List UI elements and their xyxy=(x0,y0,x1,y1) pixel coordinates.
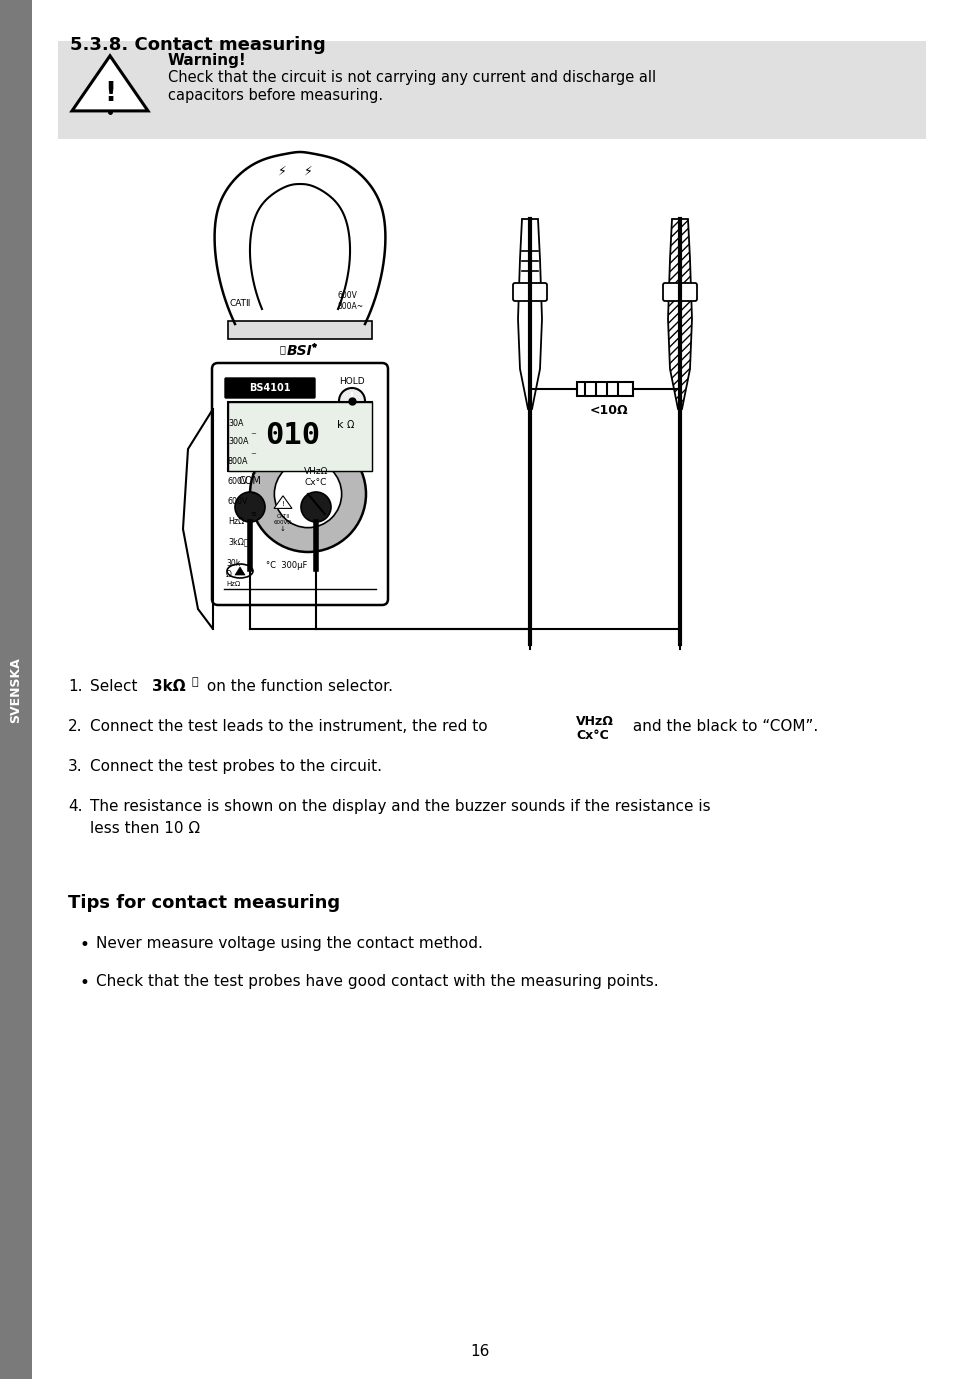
Text: 600VΩ: 600VΩ xyxy=(274,520,292,525)
Ellipse shape xyxy=(227,564,253,578)
Text: 30k
Ω: 30k Ω xyxy=(226,560,240,579)
Polygon shape xyxy=(235,567,245,575)
Text: 1.: 1. xyxy=(68,678,83,694)
FancyBboxPatch shape xyxy=(663,283,697,301)
Text: on the function selector.: on the function selector. xyxy=(202,678,393,694)
Text: ⚡: ⚡ xyxy=(303,164,312,178)
Text: Check that the test probes have good contact with the measuring points.: Check that the test probes have good con… xyxy=(96,974,659,989)
FancyBboxPatch shape xyxy=(577,382,633,396)
FancyBboxPatch shape xyxy=(212,363,388,605)
Text: Tips for contact measuring: Tips for contact measuring xyxy=(68,894,340,912)
Text: k: k xyxy=(337,419,344,430)
Text: ~: ~ xyxy=(250,472,256,477)
FancyBboxPatch shape xyxy=(58,41,926,139)
Text: •: • xyxy=(80,936,90,954)
Text: less then 10 Ω: less then 10 Ω xyxy=(90,821,200,836)
Text: 600V: 600V xyxy=(228,498,249,506)
Text: HOLD: HOLD xyxy=(339,376,365,386)
Text: ~: ~ xyxy=(250,451,256,456)
Circle shape xyxy=(235,492,265,523)
Text: Connect the test probes to the circuit.: Connect the test probes to the circuit. xyxy=(90,758,382,774)
Text: 30A: 30A xyxy=(228,419,244,429)
Text: 600V: 600V xyxy=(228,477,249,487)
FancyBboxPatch shape xyxy=(0,0,32,1379)
Text: BSI: BSI xyxy=(287,343,313,359)
Text: <10Ω: <10Ω xyxy=(590,404,629,418)
Text: ~: ~ xyxy=(250,432,256,437)
Circle shape xyxy=(339,387,365,414)
Text: ↓: ↓ xyxy=(280,525,286,532)
Text: 800A: 800A xyxy=(228,458,249,466)
Text: Connect the test leads to the instrument, the red to: Connect the test leads to the instrument… xyxy=(90,718,492,734)
Text: BS4101: BS4101 xyxy=(250,383,291,393)
Text: Select: Select xyxy=(90,678,142,694)
Text: Never measure voltage using the contact method.: Never measure voltage using the contact … xyxy=(96,936,483,952)
Text: and the black to “COM”.: and the black to “COM”. xyxy=(628,718,818,734)
FancyBboxPatch shape xyxy=(228,321,372,339)
Text: Check that the circuit is not carrying any current and discharge all: Check that the circuit is not carrying a… xyxy=(168,70,656,85)
Text: 5.3.8. Contact measuring: 5.3.8. Contact measuring xyxy=(70,36,325,54)
FancyBboxPatch shape xyxy=(228,403,372,472)
Text: 3.: 3. xyxy=(68,758,83,774)
Text: VHzΩ: VHzΩ xyxy=(576,714,613,728)
Text: CATⅡ: CATⅡ xyxy=(230,299,252,309)
Circle shape xyxy=(250,436,366,552)
Text: VHzΩ
Cx°C: VHzΩ Cx°C xyxy=(303,467,328,487)
Text: ⚡: ⚡ xyxy=(277,164,286,178)
Text: The resistance is shown on the display and the buzzer sounds if the resistance i: The resistance is shown on the display a… xyxy=(90,798,710,814)
Circle shape xyxy=(275,461,342,528)
Text: °C  300μF: °C 300μF xyxy=(266,560,307,570)
Text: Cx°C: Cx°C xyxy=(576,729,609,742)
Text: CATⅡ: CATⅡ xyxy=(276,514,290,519)
Text: Warning!: Warning! xyxy=(168,52,247,68)
Text: HzΩ: HzΩ xyxy=(226,581,240,587)
FancyBboxPatch shape xyxy=(228,403,372,472)
Text: ⧗: ⧗ xyxy=(192,677,199,687)
FancyBboxPatch shape xyxy=(513,283,547,301)
Text: 🏳: 🏳 xyxy=(279,343,285,354)
Text: 300A: 300A xyxy=(228,437,249,447)
Text: ≡: ≡ xyxy=(250,512,256,517)
Text: Ω: Ω xyxy=(347,419,354,430)
Text: 3kΩ: 3kΩ xyxy=(152,678,185,694)
Text: HzΩ: HzΩ xyxy=(228,517,244,527)
Circle shape xyxy=(301,492,331,523)
Text: 3kΩ⧗: 3kΩ⧗ xyxy=(228,538,249,546)
Text: 16: 16 xyxy=(470,1343,490,1358)
Text: ~: ~ xyxy=(250,491,256,496)
Text: •: • xyxy=(80,974,90,992)
Polygon shape xyxy=(668,219,692,410)
Text: capacitors before measuring.: capacitors before measuring. xyxy=(168,88,383,103)
Polygon shape xyxy=(274,496,292,509)
Text: 010: 010 xyxy=(265,421,321,450)
Polygon shape xyxy=(72,55,148,110)
Text: 4.: 4. xyxy=(68,798,83,814)
Text: !: ! xyxy=(104,81,116,108)
Text: 600V
800A~: 600V 800A~ xyxy=(338,291,364,310)
Polygon shape xyxy=(518,219,542,410)
Text: 2.: 2. xyxy=(68,718,83,734)
FancyBboxPatch shape xyxy=(225,378,315,399)
Text: SVENSKA: SVENSKA xyxy=(10,658,22,723)
Text: COM: COM xyxy=(239,476,261,485)
Text: !: ! xyxy=(281,501,284,507)
